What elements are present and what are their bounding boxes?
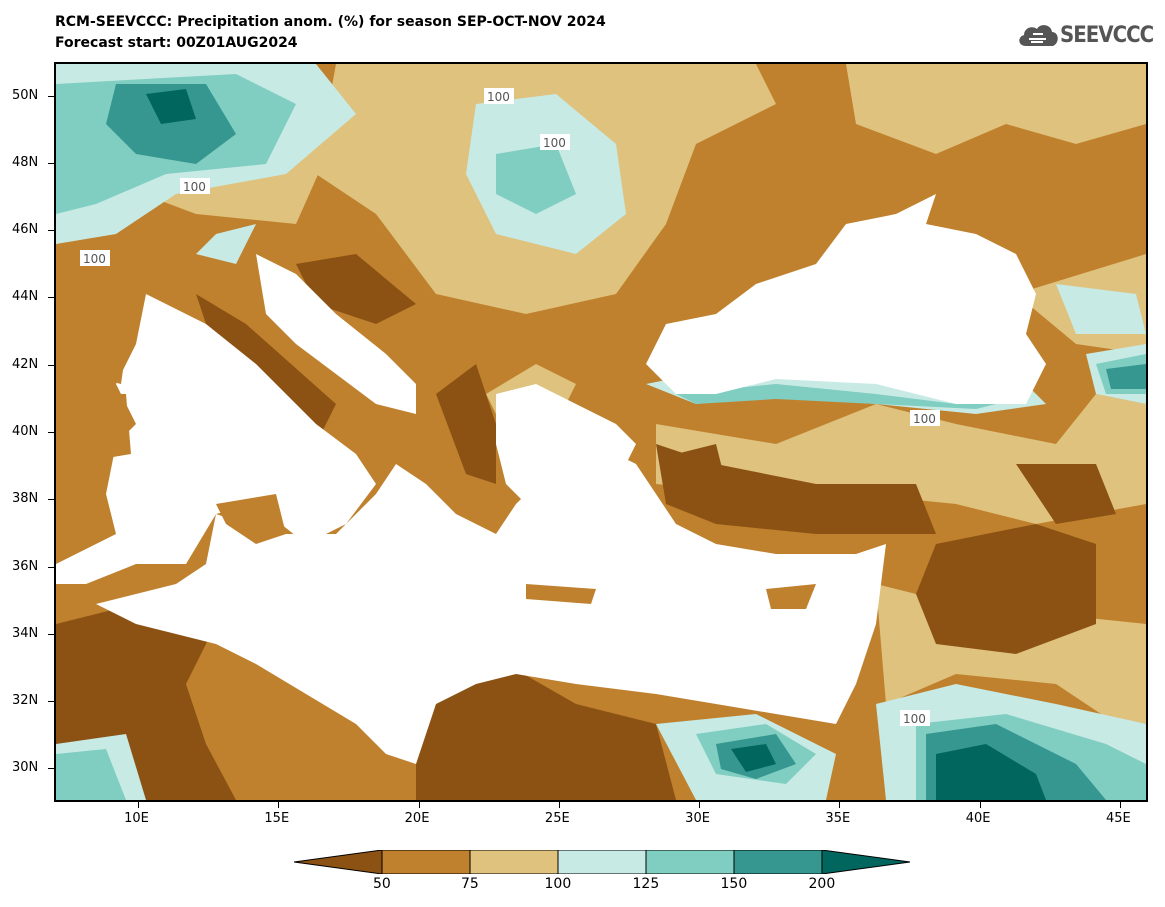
colorbar-box-100-125: [557, 850, 647, 874]
contour-labels: 100 100 100 100 100 100: [80, 88, 940, 726]
lat-tick: [48, 230, 54, 232]
lon-tick: [839, 802, 841, 808]
adriatic-sea: [256, 254, 416, 414]
sicily: [216, 494, 286, 544]
logo-text: SEEVCCC: [1060, 22, 1154, 48]
lat-tick-label: 44N: [12, 289, 39, 305]
lon-tick: [558, 802, 560, 808]
sardinia: [91, 394, 131, 459]
contour-label-100: 100: [913, 412, 936, 426]
lat-tick: [48, 162, 54, 164]
chart-title: RCM-SEEVCCC: Precipitation anom. (%) for…: [55, 14, 606, 30]
lat-tick: [48, 768, 54, 770]
contour-label-100: 100: [487, 90, 510, 104]
colorbar-box-75-100: [469, 850, 559, 874]
lat-tick-label: 42N: [12, 356, 39, 372]
lat-tick-label: 36N: [12, 558, 39, 574]
corsica: [101, 349, 126, 384]
lat-tick-label: 30N: [12, 760, 39, 776]
mediterranean-sea: [56, 294, 886, 764]
anomaly-map: 100 100 100 100 100 100: [56, 64, 1146, 800]
colorbar-box-125-150: [645, 850, 735, 874]
colorbar-label: 100: [544, 876, 572, 892]
colorbar-label: 150: [720, 876, 748, 892]
lat-tick-label: 46N: [12, 222, 39, 238]
lat-tick-label: 40N: [12, 424, 39, 439]
lon-tick-label: 10E: [124, 811, 149, 826]
lon-tick: [418, 802, 420, 808]
contour-label-100: 100: [83, 252, 106, 266]
lat-tick: [48, 566, 54, 568]
map-panel: 100 100 100 100 100 100: [54, 62, 1148, 802]
lon-tick: [699, 802, 701, 808]
colorbar-box-50-75: [381, 850, 471, 874]
colorbar-label: 75: [461, 876, 479, 892]
lon-tick: [979, 802, 981, 808]
title-block: RCM-SEEVCCC: Precipitation anom. (%) for…: [55, 12, 606, 54]
contour-label-100: 100: [543, 136, 566, 150]
lat-tick-label: 32N: [12, 693, 39, 709]
lat-tick: [48, 701, 54, 703]
lon-tick-label: 35E: [825, 811, 851, 826]
lon-tick-label: 40E: [965, 811, 991, 826]
colorbar-upper-triangle: [821, 850, 911, 874]
lon-tick-label: 30E: [685, 811, 710, 826]
lon-tick: [278, 802, 280, 808]
lat-tick: [48, 633, 54, 635]
anomaly-above-200: [146, 89, 1046, 800]
islands: [91, 349, 816, 609]
colorbar-label: 50: [373, 876, 391, 892]
lon-tick: [138, 802, 140, 808]
lat-tick: [48, 364, 54, 366]
aegean-sea: [496, 384, 636, 514]
seevccc-logo: SEEVCCC: [1016, 20, 1154, 50]
forecast-start: Forecast start: 00Z01AUG2024: [55, 35, 298, 51]
contour-label-100: 100: [903, 712, 926, 726]
lat-tick-label: 50N: [12, 87, 39, 103]
lat-tick: [48, 499, 54, 501]
colorbar: [294, 850, 911, 874]
lat-tick: [48, 432, 54, 433]
lon-tick-label: 25E: [544, 811, 570, 826]
cyprus: [766, 584, 816, 609]
black-sea: [646, 194, 1046, 404]
lat-tick-label: 34N: [12, 625, 39, 641]
colorbar-label: 125: [632, 876, 660, 892]
cloud-logo-icon: [1019, 25, 1058, 46]
lon-tick: [1119, 802, 1121, 808]
lon-tick-label: 15E: [264, 811, 290, 826]
lat-tick: [48, 95, 54, 97]
colorbar-box-150-200: [733, 850, 823, 874]
lat-tick: [48, 297, 54, 299]
crete: [526, 584, 596, 604]
lat-tick-label: 48N: [12, 154, 39, 170]
lon-tick-label: 45E: [1105, 811, 1131, 826]
colorbar-label: 200: [808, 876, 836, 892]
lat-tick-label: 38N: [12, 491, 39, 507]
colorbar-lower-triangle: [294, 850, 383, 874]
lon-tick-label: 20E: [404, 811, 430, 826]
seas: [56, 194, 1046, 764]
contour-label-100: 100: [183, 180, 206, 194]
